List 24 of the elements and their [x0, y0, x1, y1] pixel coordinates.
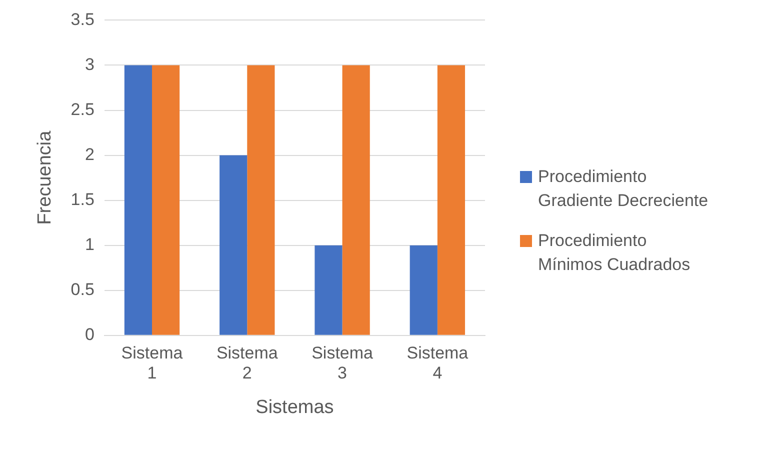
y-tick-label: 2 [84, 144, 94, 164]
y-tick-label: 3.5 [70, 10, 94, 29]
x-tick-label: Sistema 4 [406, 343, 469, 383]
y-tick-label: 1 [84, 235, 94, 254]
x-axis-title: Sistemas [256, 396, 334, 418]
legend-label: Procedimiento Gradiente Decreciente [538, 166, 708, 212]
x-tick-label: Sistema 1 [121, 343, 184, 383]
bar [220, 155, 248, 335]
x-tick-label: Sistema 2 [216, 343, 278, 383]
bar [410, 245, 438, 335]
y-tick-label: 1.5 [70, 190, 94, 209]
bar [124, 65, 152, 335]
bar [437, 65, 466, 335]
legend-label: Procedimiento Mínimos Cuadrados [538, 230, 690, 276]
y-axis-title: Frecuencia [34, 130, 56, 225]
y-tick-label: 2.5 [70, 100, 94, 119]
bar [247, 65, 275, 335]
y-tick-label: 0.5 [70, 280, 94, 300]
bar [314, 245, 342, 335]
x-tick-label: Sistema 3 [312, 343, 374, 383]
y-tick-label: 3 [84, 54, 94, 74]
bar [152, 65, 180, 335]
bar [342, 65, 370, 335]
y-tick-label: 0 [84, 325, 94, 344]
